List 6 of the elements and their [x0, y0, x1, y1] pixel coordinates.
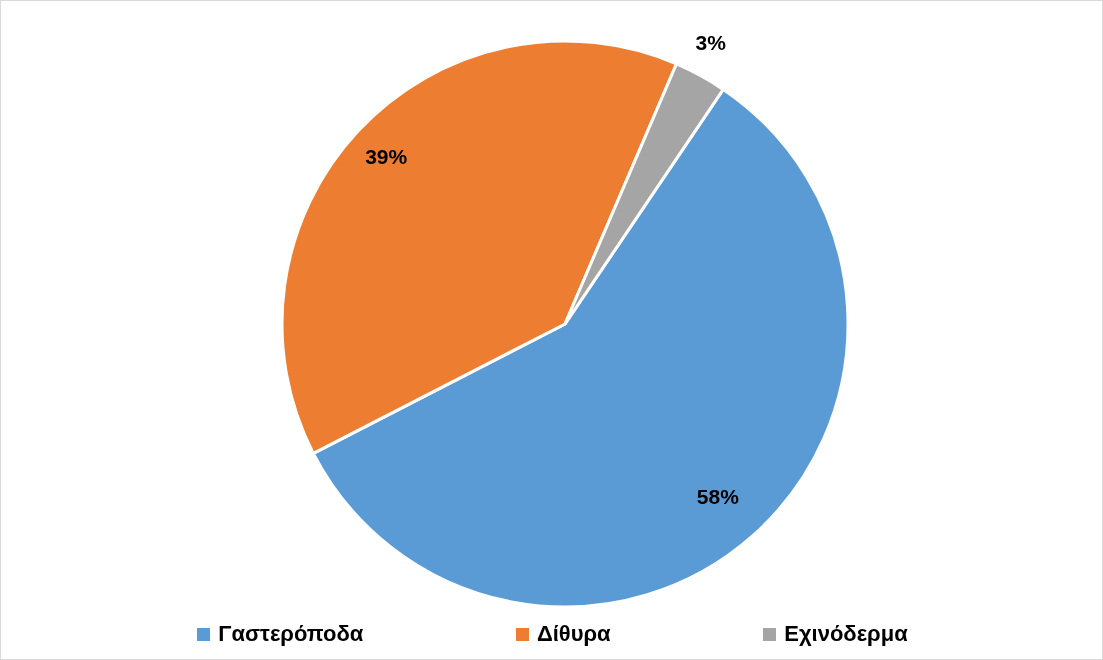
legend-label: Γαστερόποδα: [218, 621, 364, 647]
data-label: 58%: [696, 485, 740, 509]
legend-label: Εχινόδερμα: [784, 621, 908, 647]
data-label: 39%: [365, 145, 408, 169]
data-label: 3%: [695, 30, 727, 54]
legend-label: Δίθυρα: [536, 621, 611, 647]
